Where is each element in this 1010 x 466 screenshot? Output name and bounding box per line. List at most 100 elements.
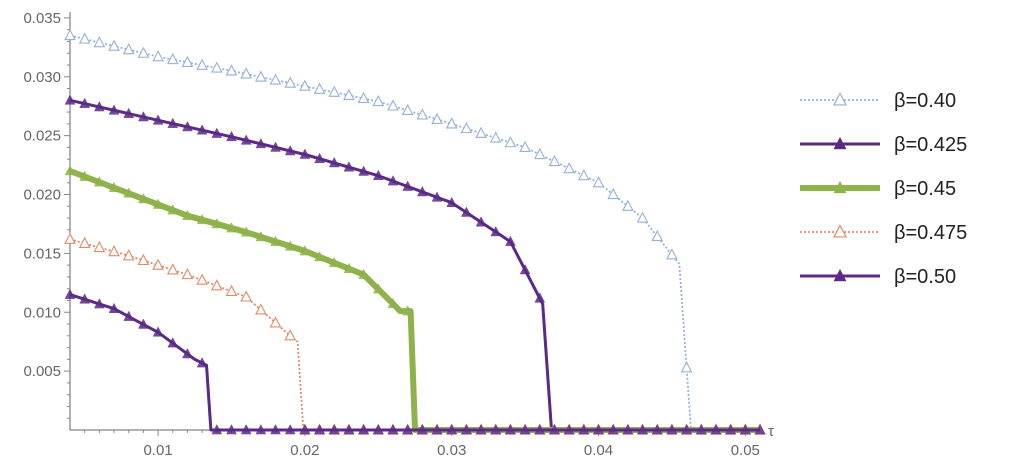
data-point <box>122 249 135 261</box>
data-point <box>196 357 208 368</box>
data-point <box>240 226 252 237</box>
data-point <box>226 130 237 142</box>
data-point <box>739 424 751 435</box>
data-point <box>343 262 355 273</box>
legend: β=0.40 β=0.425 β=0.45 β=0.475 β=0.50 <box>800 90 967 288</box>
data-point <box>108 245 120 257</box>
data-point <box>181 267 194 280</box>
data-point <box>240 290 253 302</box>
data-point <box>343 88 355 100</box>
series-line <box>69 98 760 432</box>
data-point <box>108 39 120 51</box>
data-point <box>196 273 208 285</box>
data-point <box>681 424 692 435</box>
legend-item-2: β=0.45 <box>800 178 956 200</box>
data-point <box>343 424 355 435</box>
data-point <box>401 103 414 116</box>
axes: 0.01 0.02 0.03 0.04 0.05 0.005 0.010 0.015 0.020… <box>23 10 774 459</box>
legend-label: β=0.45 <box>894 178 956 200</box>
data-point <box>225 284 238 296</box>
data-point <box>637 424 648 435</box>
data-point <box>314 250 325 262</box>
data-point <box>93 101 105 112</box>
data-point <box>225 64 238 76</box>
data-point <box>402 305 414 316</box>
data-point <box>181 55 194 67</box>
data-point <box>622 424 634 435</box>
data-point <box>372 283 384 294</box>
data-point <box>666 248 678 260</box>
y-tick-label: 0.020 <box>23 187 61 204</box>
data-point <box>372 94 385 107</box>
data-point <box>79 293 91 304</box>
data-point <box>328 256 340 268</box>
data-point <box>240 134 252 145</box>
data-point <box>489 131 502 143</box>
data-point <box>79 97 91 108</box>
x-tick-label: 0.04 <box>584 442 613 459</box>
data-point <box>592 176 605 188</box>
data-point <box>211 424 223 435</box>
data-point <box>314 424 325 435</box>
data-point <box>93 36 106 48</box>
data-point <box>167 337 179 348</box>
data-point <box>64 165 76 176</box>
data-point <box>754 424 766 435</box>
legend-label: β=0.475 <box>894 222 967 244</box>
data-point <box>607 187 620 200</box>
data-point <box>64 288 76 299</box>
data-point <box>284 329 297 341</box>
legend-label: β=0.40 <box>894 90 956 112</box>
data-point <box>152 198 164 209</box>
data-point <box>167 204 179 215</box>
data-point <box>446 196 458 208</box>
legend-item-4: β=0.50 <box>800 266 956 288</box>
y-tick-label: 0.025 <box>23 128 61 145</box>
data-point <box>725 424 737 435</box>
data-point <box>138 318 149 329</box>
y-tick-label: 0.015 <box>23 245 61 262</box>
data-point <box>475 126 487 138</box>
data-point <box>505 235 516 246</box>
data-point <box>387 424 399 435</box>
data-point <box>372 424 384 435</box>
data-point <box>519 140 531 153</box>
data-point <box>460 121 473 134</box>
data-point <box>269 73 282 85</box>
data-point <box>299 424 311 435</box>
data-point <box>636 211 649 223</box>
data-point <box>710 424 722 435</box>
data-point <box>402 180 414 191</box>
data-point <box>255 424 267 435</box>
data-point <box>284 145 296 156</box>
data-point <box>431 191 443 202</box>
data-point <box>446 424 458 435</box>
data-point <box>64 28 76 41</box>
data-point <box>270 235 281 246</box>
series-4 <box>64 288 766 435</box>
x-tick-label: 0.05 <box>731 442 760 459</box>
data-point <box>123 187 135 198</box>
data-point <box>299 79 311 91</box>
legend-item-0: β=0.40 <box>800 90 956 112</box>
data-point <box>211 127 223 138</box>
data-point <box>108 302 120 314</box>
series-2 <box>64 165 766 435</box>
data-point <box>182 347 193 359</box>
x-tick-label: 0.03 <box>437 442 466 459</box>
data-point <box>255 137 267 149</box>
data-point <box>123 107 135 118</box>
data-point <box>284 424 296 435</box>
data-point <box>93 176 105 187</box>
data-point <box>123 310 135 321</box>
data-point <box>548 154 561 167</box>
data-point <box>519 424 531 435</box>
data-point <box>622 199 634 211</box>
data-point <box>93 298 105 309</box>
data-point <box>79 170 91 181</box>
data-point <box>284 76 297 88</box>
data-point <box>519 264 531 275</box>
data-point <box>651 229 664 242</box>
data-point <box>534 292 546 303</box>
